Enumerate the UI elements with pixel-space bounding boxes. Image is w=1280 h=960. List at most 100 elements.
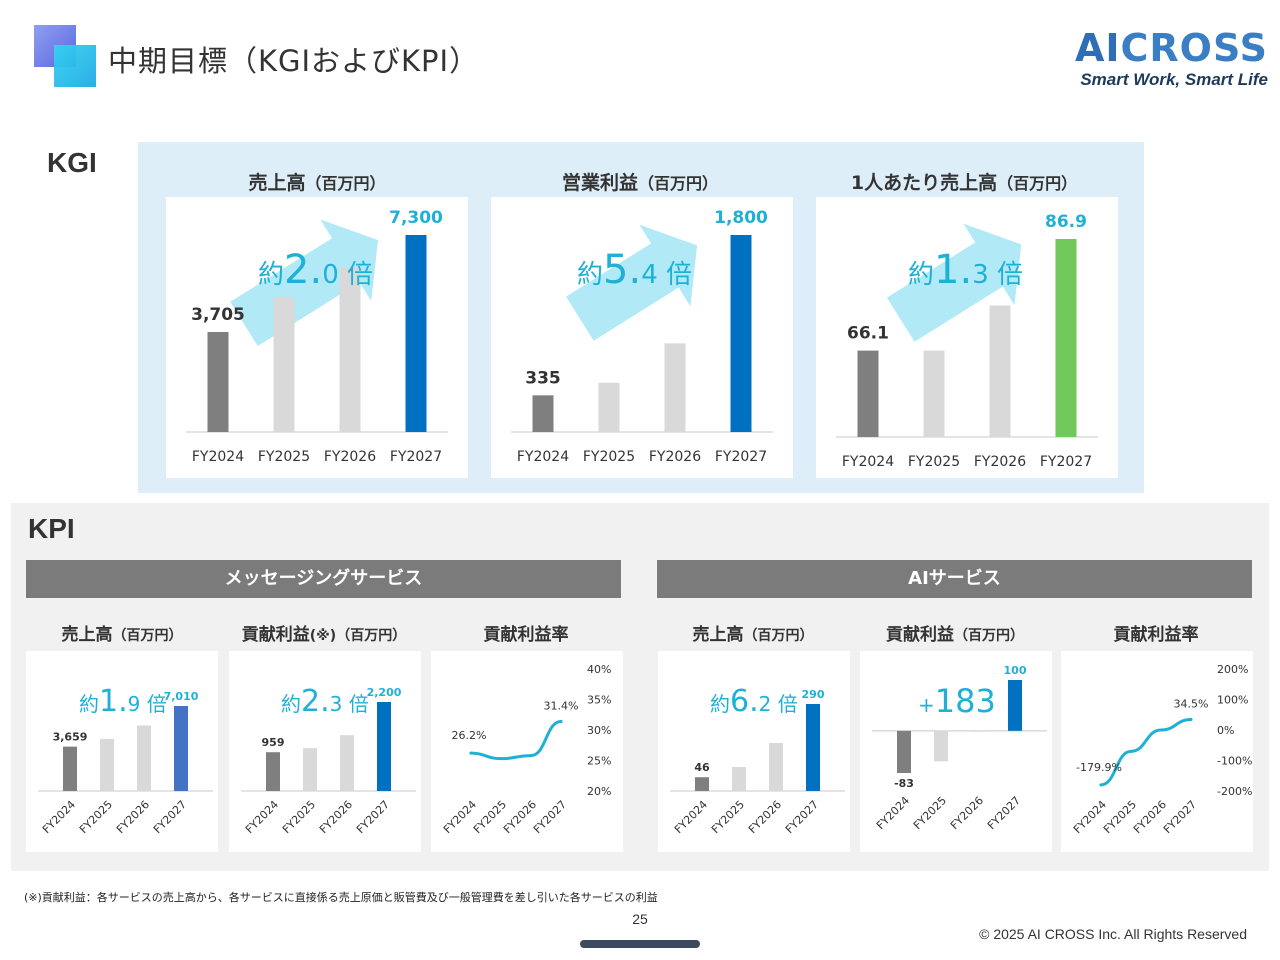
x-tick-label: FY2026 [649, 449, 701, 465]
kgi-sales-chart: 3,705 FY2024 FY2025 FY2026 7,300 FY2027 [186, 208, 448, 465]
data-label-fy2027: 31.4% [544, 699, 579, 712]
kgi-per-card: 66.1 FY2024 FY2025 FY2026 86.9 FY2027 [816, 197, 1118, 478]
kgi-op-card: 335 FY2024 FY2025 FY2026 1,800 FY2027 [491, 197, 793, 478]
series-line [1099, 717, 1193, 787]
data-point-fy2024 [469, 751, 473, 755]
x-tick-label: FY2026 [974, 454, 1026, 470]
kpi-ai-contrib-title: 貢献利益（百万円） [886, 625, 1024, 645]
x-tick-label: FY2024 [192, 449, 244, 465]
x-tick-label: FY2025 [258, 449, 310, 465]
data-label-fy2027: 290 [802, 688, 825, 701]
kpi-msg-sales-title: 売上高（百万円） [61, 625, 183, 645]
data-point-fy2025 [499, 757, 503, 761]
copyright: © 2025 AI CROSS Inc. All Rights Reserved [979, 926, 1247, 942]
x-tick-label: FY2027 [354, 798, 392, 836]
band-messaging-service: メッセージングサービス [26, 560, 621, 598]
bar-fy2026 [339, 267, 361, 432]
bar-fy2025 [732, 767, 746, 791]
x-tick-label: FY2027 [390, 449, 442, 465]
bar-fy2024 [207, 332, 229, 432]
kpi-label: KPI [28, 513, 75, 544]
bar-fy2024 [897, 730, 911, 773]
data-label-fy2027: 1,800 [714, 208, 768, 228]
series-line [469, 719, 563, 761]
x-tick-label: FY2024 [842, 454, 894, 470]
x-tick-label: FY2024 [40, 798, 78, 836]
band-ai-service: AIサービス [657, 560, 1252, 598]
growth-arrow-icon [230, 219, 379, 346]
x-tick-label: FY2024 [243, 798, 281, 836]
kpi-ai-rate-chart: 200%100%0%-100%-200%-179.9%FY2024FY2025F… [1071, 663, 1253, 836]
data-label-fy2024: 335 [525, 368, 561, 388]
growth-arrow-shape [230, 219, 379, 346]
kpi-ai-contrib-card: -83 FY2024 FY2025 FY2026 100 FY2027 [860, 651, 1052, 852]
bar-fy2025 [303, 748, 317, 791]
kgi-per-title: 1人あたり売上高（百万円） [850, 172, 1078, 194]
x-tick-label: FY2025 [583, 449, 635, 465]
kgi-op-chart: 335 FY2024 FY2025 FY2026 1,800 FY2027 [511, 208, 773, 465]
x-tick-label: FY2027 [151, 798, 189, 836]
kgi-sales-card: 3,705 FY2024 FY2025 FY2026 7,300 FY2027 [166, 197, 468, 478]
x-tick-label: FY2026 [317, 798, 355, 836]
kpi-msg-sales-multiplier: 約1.9 倍 [79, 684, 167, 719]
x-tick-label: FY2024 [874, 794, 912, 832]
data-label-fy2027: 7,010 [164, 690, 199, 703]
page-title: 中期目標（KGIおよびKPI） [108, 44, 480, 78]
bar-fy2025 [934, 730, 948, 762]
data-point-fy2026 [1159, 728, 1163, 732]
x-tick-label: FY2027 [531, 798, 569, 836]
bar-fy2026 [971, 730, 985, 732]
y-tick-label: 30% [587, 724, 611, 737]
kpi-ai-sales-multiplier: 約6.2 倍 [710, 684, 798, 719]
data-label-fy2027: 86.9 [1045, 212, 1087, 232]
bar-fy2025 [273, 297, 295, 432]
data-label-fy2027: 2,200 [367, 686, 402, 699]
kpi-ai-contrib-multiplier: +183 [918, 682, 996, 720]
x-tick-label: FY2027 [985, 794, 1023, 832]
kgi-sales-title: 売上高（百万円） [248, 172, 386, 194]
x-tick-label: FY2025 [908, 454, 960, 470]
data-label-fy2024: 3,659 [53, 731, 88, 744]
bar-fy2026 [137, 725, 151, 791]
data-label-fy2024: -83 [894, 777, 914, 790]
bar-fy2027 [730, 235, 752, 432]
bar-fy2026 [664, 343, 686, 432]
data-point-fy2024 [1099, 783, 1103, 787]
page-indicator-bar [580, 940, 700, 948]
x-tick-label: FY2025 [709, 798, 747, 836]
kpi-msg-rate-chart: 40%35%30%25%20%26.2%FY2024FY2025FY202631… [441, 663, 612, 836]
bar-fy2025 [923, 350, 945, 437]
kpi-msg-contrib-title: 貢献利益(※)（百万円） [241, 625, 407, 645]
bar-fy2024 [857, 350, 879, 437]
x-tick-label: FY2027 [715, 449, 767, 465]
y-tick-label: -200% [1217, 785, 1252, 798]
data-point-fy2027 [1189, 717, 1193, 721]
bar-fy2027 [377, 702, 391, 791]
brand-ai: AI [1074, 26, 1121, 70]
bar-fy2026 [340, 735, 354, 791]
kpi-msg-contrib-multiplier: 約2.3 倍 [281, 684, 369, 719]
data-label-fy2027: 7,300 [389, 208, 443, 228]
x-tick-label: FY2025 [911, 794, 949, 832]
y-tick-label: 20% [587, 785, 611, 798]
kgi-label: KGI [47, 147, 97, 178]
kpi-msg-rate-card: 40% 35% 30% 25% 20% 26.2% FY2024 FY2025 FY2026 31… [431, 651, 623, 852]
bar-fy2027 [405, 235, 427, 432]
kgi-op-multiplier: 約5.4 倍 [577, 247, 692, 293]
bar-fy2027 [1008, 680, 1022, 731]
kpi-ai-sales-title: 売上高（百万円） [692, 625, 814, 645]
bar-fy2024 [532, 395, 554, 432]
data-label-fy2024: -179.9% [1076, 761, 1122, 774]
logo-mark-icon [34, 25, 96, 87]
bar-fy2024 [63, 746, 77, 791]
kpi-msg-rate-title: 貢献利益率 [483, 625, 569, 645]
x-tick-label: FY2027 [1040, 454, 1092, 470]
bar-fy2027 [174, 706, 188, 791]
brand-logo: AICROSS Smart Work, Smart Life [1075, 28, 1268, 90]
kpi-msg-contrib-card: 959 FY2024 FY2025 FY2026 2,200 FY2027 [229, 651, 421, 852]
x-tick-label: FY2027 [1161, 798, 1199, 836]
data-label-fy2027: 34.5% [1174, 697, 1209, 710]
kgi-sales-multiplier: 約2.0 倍 [258, 247, 373, 293]
